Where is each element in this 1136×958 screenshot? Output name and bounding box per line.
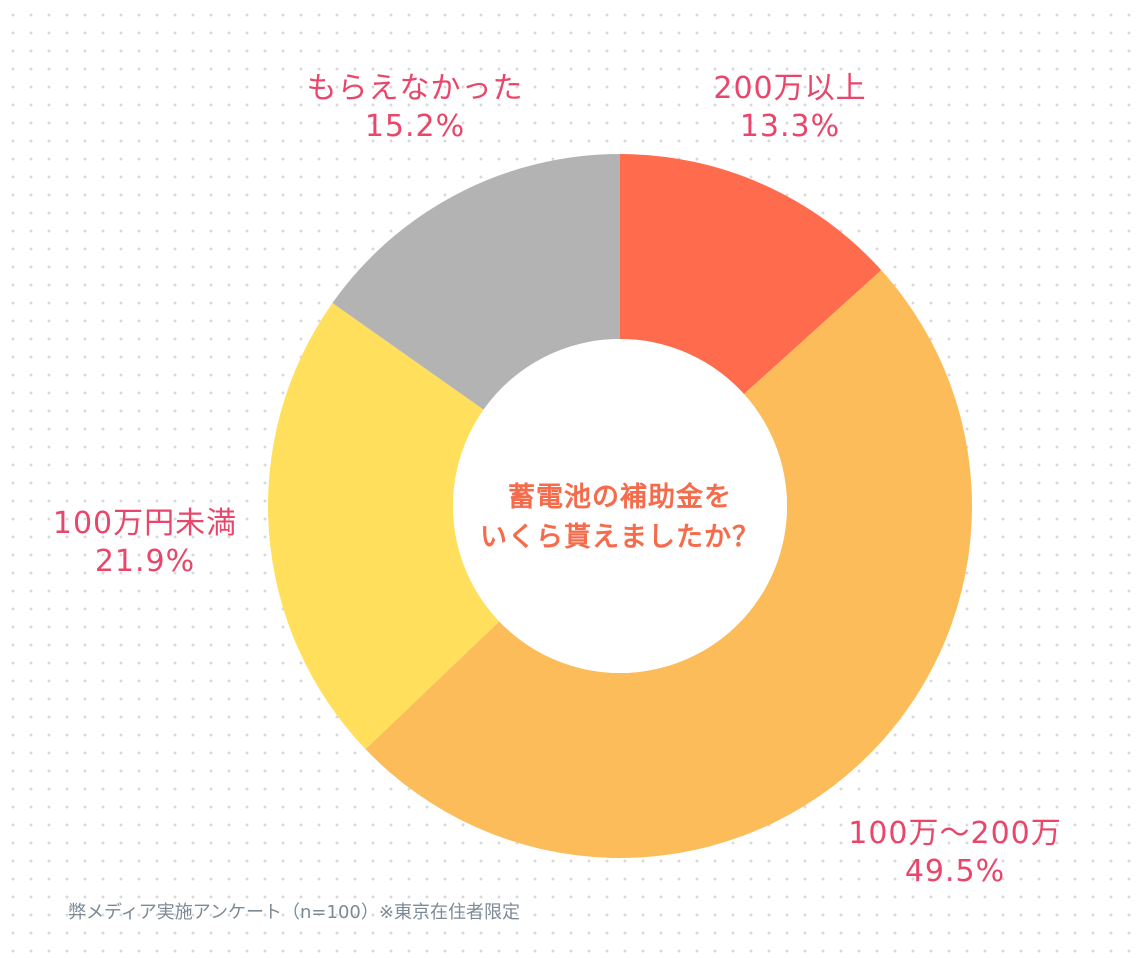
slice-100man-miman (268, 302, 500, 750)
slice-label-200man-ijou: 200万以上 13.3% (640, 70, 940, 146)
donut-hole (453, 339, 787, 673)
slice-label-percent: 49.5% (904, 854, 1006, 889)
survey-source-note: 弊メディア実施アンケート（n=100）※東京在住者限定 (68, 902, 520, 923)
slice-label-100man-200man: 100万～200万 49.5% (800, 815, 1110, 891)
slice-label-name: もらえなかった (306, 71, 524, 106)
center-title-line-1: 蓄電池の補助金を (508, 482, 732, 513)
slice-label-name: 200万以上 (713, 71, 867, 106)
slice-label-percent: 15.2% (364, 109, 466, 144)
slice-label-name: 100万円未満 (52, 506, 238, 541)
slice-label-percent: 13.3% (739, 109, 841, 144)
slice-label-moraenakatta: もらえなかった 15.2% (260, 70, 570, 146)
slice-label-percent: 21.9% (94, 544, 196, 579)
slice-label-name: 100万～200万 (848, 816, 1062, 851)
slice-moraenakatta (332, 154, 620, 410)
center-title: 蓄電池の補助金を いくら貰えましたか？ (420, 478, 820, 558)
center-title-line-2: いくら貰えましたか？ (480, 522, 760, 553)
slice-label-100man-miman: 100万円未満 21.9% (0, 505, 290, 581)
slice-200man-ijou (620, 154, 882, 395)
slice-100man-200man (365, 270, 972, 858)
